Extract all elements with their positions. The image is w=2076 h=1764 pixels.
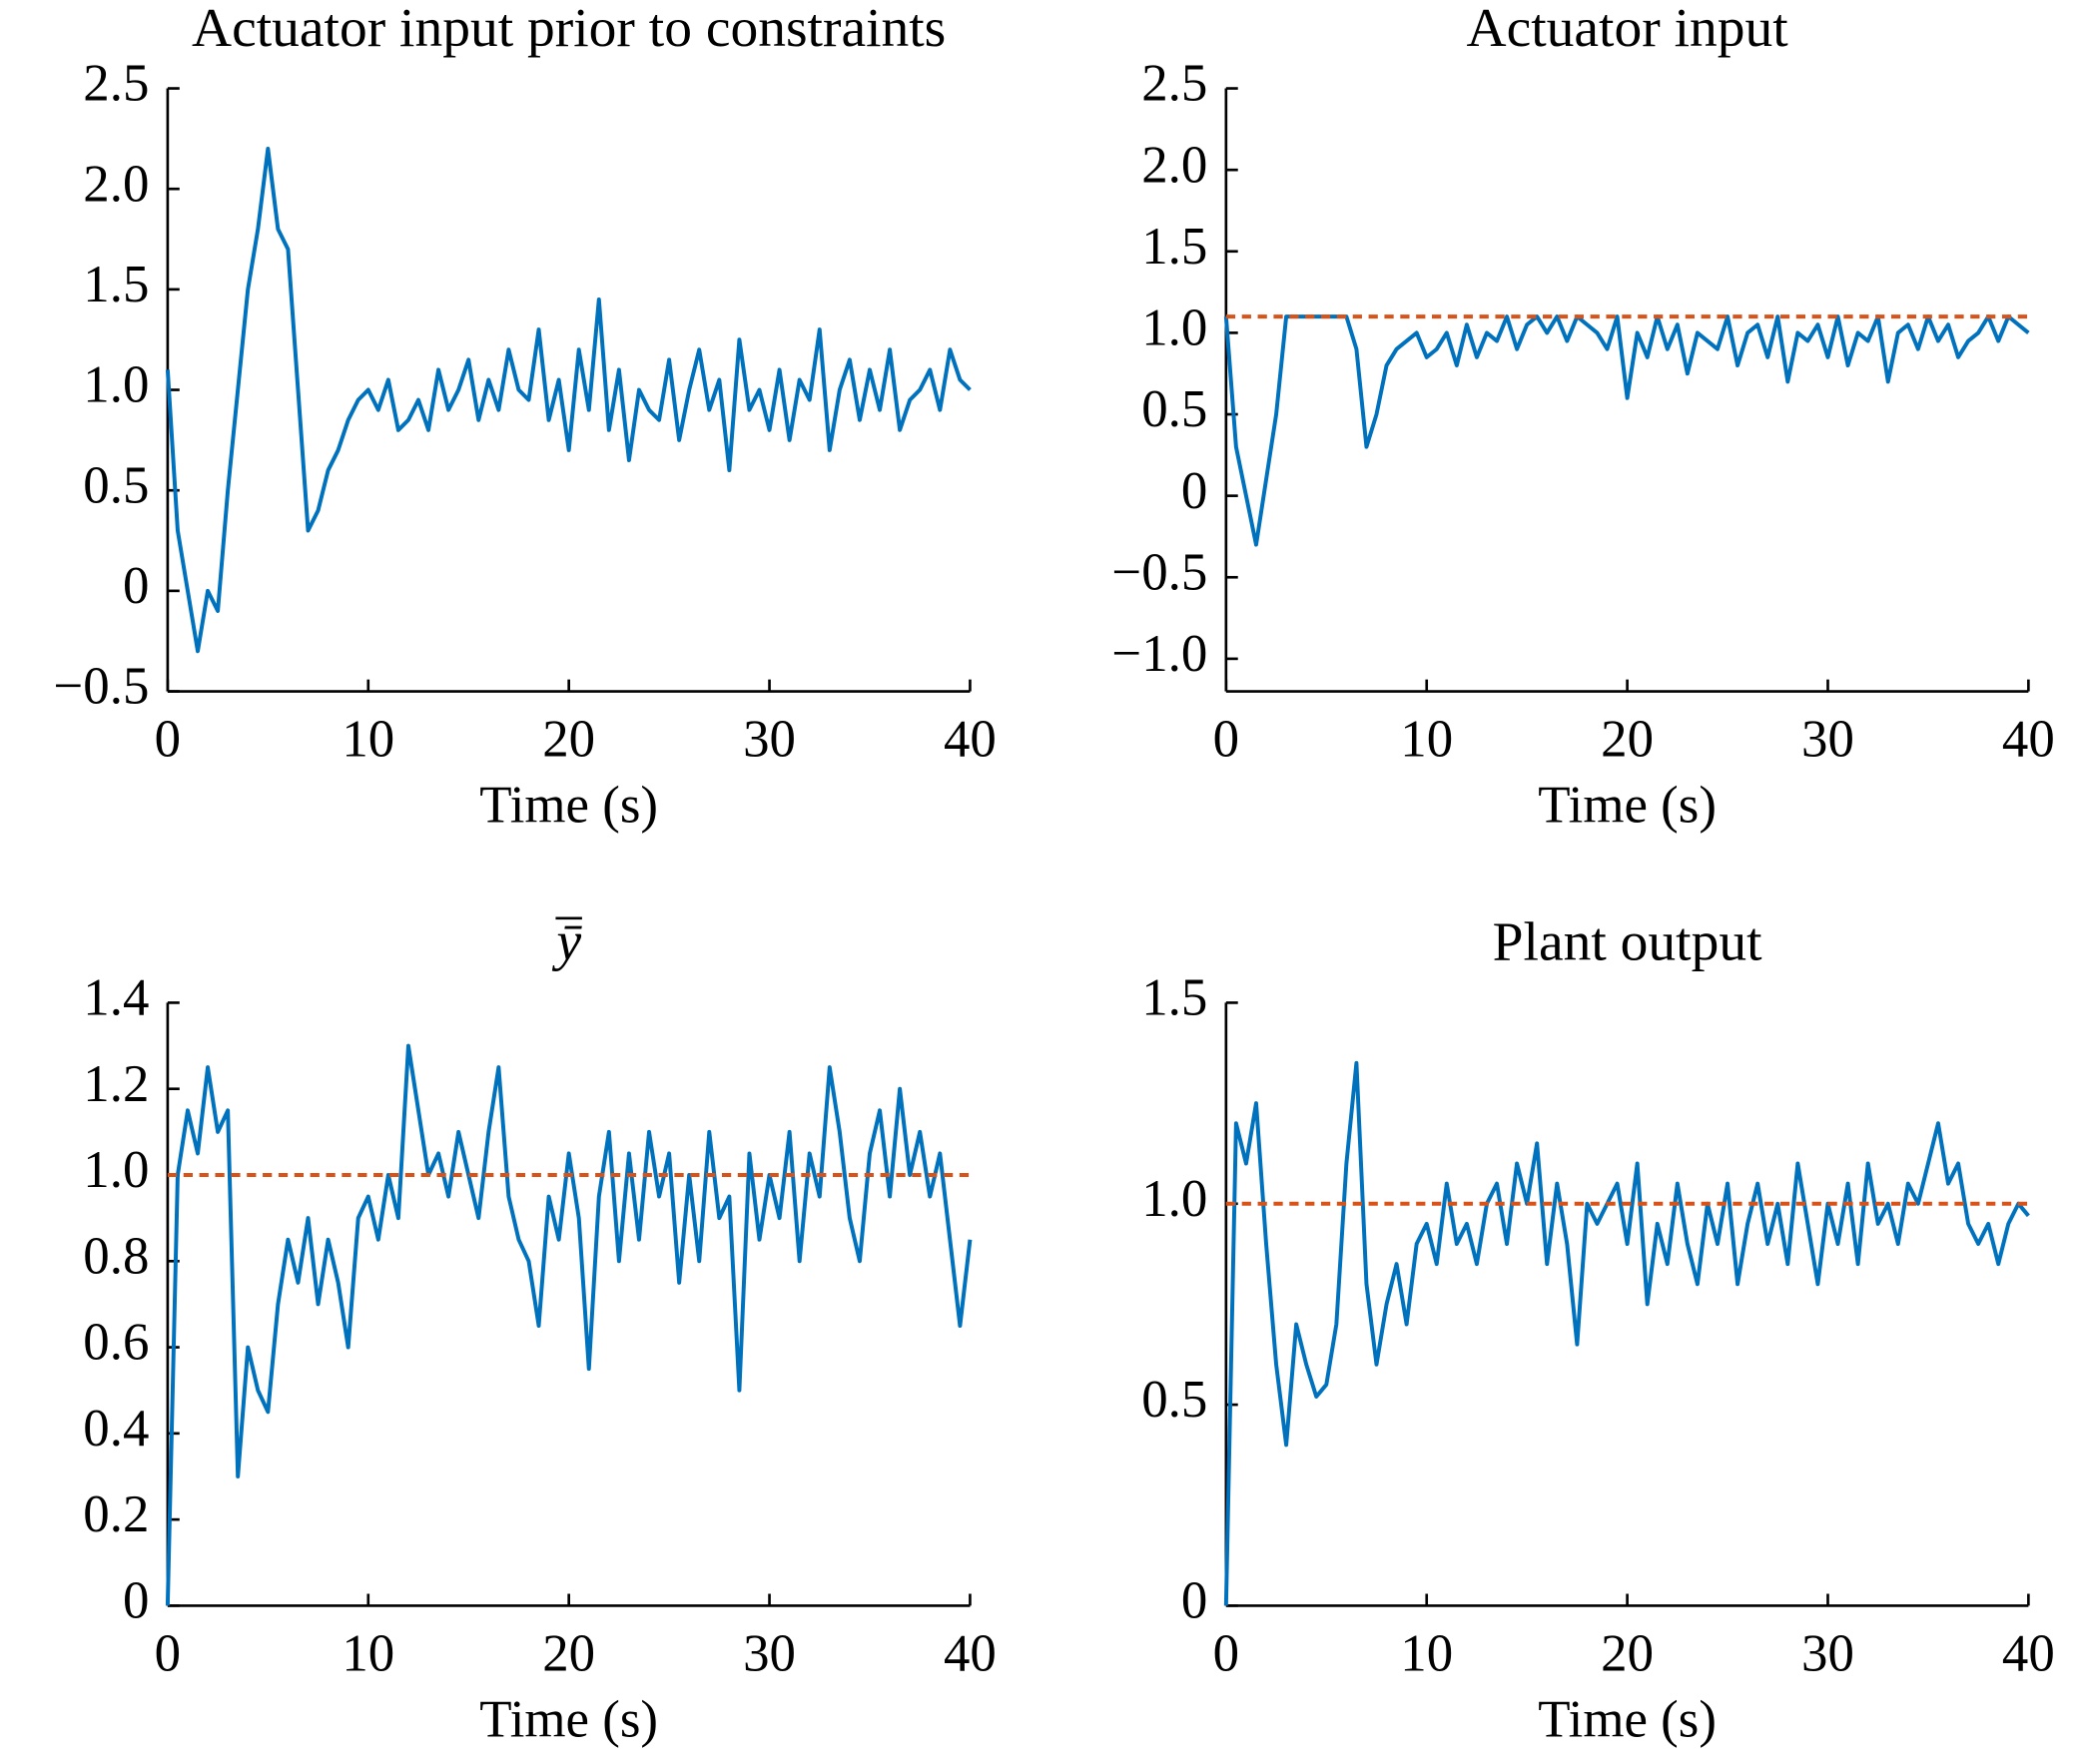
data-line: [165, 1043, 973, 1606]
y-tick-label: −1.0: [1111, 625, 1207, 683]
y-tick-label: 0.8: [83, 1227, 149, 1285]
x-tick-label: 20: [1601, 1624, 1654, 1682]
data-line: [1223, 314, 2030, 547]
x-axis-label: Time (s): [1538, 777, 1717, 835]
y-tick-label: 1.0: [83, 356, 149, 414]
y-tick-label: 1.2: [83, 1055, 149, 1113]
y-tick-label: 0.4: [83, 1400, 149, 1458]
x-tick-label: 10: [342, 711, 394, 769]
data-line: [1223, 1060, 2030, 1606]
y-tick-label: 1.0: [1141, 299, 1207, 357]
x-axis-label: Time (s): [479, 777, 658, 835]
x-tick-label: 0: [1213, 711, 1239, 769]
y-tick-label: 0.5: [1141, 1371, 1207, 1429]
y-tick-label: −0.5: [54, 658, 150, 716]
y-tick-label: 0.5: [1141, 380, 1207, 438]
x-tick-label: 40: [944, 711, 997, 769]
x-tick-label: 30: [1801, 1624, 1854, 1682]
y-tick-label: 0: [1181, 462, 1207, 520]
y-tick-label: 0: [123, 1572, 149, 1630]
x-tick-label: 10: [1400, 711, 1453, 769]
x-tick-label: 40: [2002, 1624, 2055, 1682]
x-tick-label: 0: [1213, 1624, 1239, 1682]
x-tick-label: 20: [1601, 711, 1654, 769]
x-tick-label: 20: [542, 711, 595, 769]
chart-title: Actuator input: [1467, 0, 1789, 59]
x-tick-label: 0: [155, 711, 181, 769]
x-tick-label: 0: [155, 1624, 181, 1682]
y-tick-label: 1.0: [83, 1141, 149, 1199]
x-tick-label: 30: [1801, 711, 1854, 769]
y-tick-label: 0: [123, 557, 149, 615]
y-tick-label: 1.5: [1141, 218, 1207, 276]
y-tick-label: 1.5: [83, 256, 149, 313]
data-line: [165, 146, 972, 654]
y-tick-label: 0.5: [83, 456, 149, 514]
y-tick-label: 0.2: [83, 1485, 149, 1543]
y-tick-label: 2.5: [83, 55, 149, 113]
x-tick-label: 30: [743, 1624, 796, 1682]
x-tick-label: 10: [342, 1624, 394, 1682]
x-tick-label: 40: [2002, 711, 2055, 769]
x-tick-label: 10: [1400, 1624, 1453, 1682]
x-axis-label: Time (s): [1538, 1690, 1717, 1748]
y-tick-label: 1.4: [83, 969, 149, 1027]
y-tick-label: 1.0: [1141, 1170, 1207, 1228]
chart-title: Actuator input prior to constraints: [192, 0, 946, 59]
y-tick-label: 2.5: [1141, 55, 1207, 113]
chart-title: Plant output: [1493, 912, 1762, 973]
y-tick-label: 2.0: [83, 155, 149, 213]
x-tick-label: 20: [542, 1624, 595, 1682]
y-tick-label: 0: [1181, 1572, 1207, 1630]
chart-title: ȳ: [551, 912, 582, 973]
y-tick-label: 1.5: [1141, 969, 1207, 1027]
x-tick-label: 40: [944, 1624, 997, 1682]
x-axis-label: Time (s): [479, 1690, 658, 1748]
x-tick-label: 30: [743, 711, 796, 769]
y-tick-label: −0.5: [1111, 543, 1207, 601]
y-tick-label: 0.6: [83, 1314, 149, 1372]
y-tick-label: 2.0: [1141, 136, 1207, 194]
